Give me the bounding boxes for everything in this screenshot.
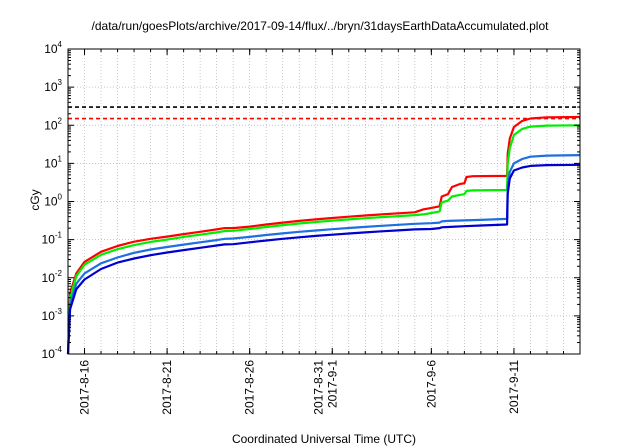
x-axis-ticks: 2017-8-16 2017-8-21 2017-8-26 2017-8-31 2017… xyxy=(78,49,564,415)
x-tick-label: 2017-8-16 xyxy=(78,360,92,415)
series-group xyxy=(66,115,581,355)
y-axis-label: cGy xyxy=(28,189,42,210)
y-tick-label: 10-1 xyxy=(42,231,63,247)
x-tick-label: 2017-8-31 xyxy=(311,360,325,415)
y-tick-label: 10-3 xyxy=(42,307,63,323)
y-tick-label: 102 xyxy=(44,116,62,132)
y-tick-label: 101 xyxy=(44,154,62,170)
x-tick-label: 2017-8-26 xyxy=(243,360,257,415)
x-axis-label: Coordinated Universal Time (UTC) xyxy=(232,432,416,446)
threshold-lines xyxy=(68,106,580,120)
x-tick-label: 2017-8-21 xyxy=(160,360,174,415)
y-axis-ticks: 10-4 10-3 10-2 10-1 100 101 102 103 104 xyxy=(42,40,580,361)
series-line-4 xyxy=(66,163,581,355)
series-line-3 xyxy=(66,154,581,355)
x-tick-label: 2017-9-6 xyxy=(424,360,438,408)
grid xyxy=(68,49,580,354)
y-tick-label: 10-2 xyxy=(42,269,63,285)
y-tick-label: 103 xyxy=(44,78,62,94)
x-tick-label: 2017-9-1 xyxy=(325,360,339,408)
chart-title: /data/run/goesPlots/archive/2017-09-14/f… xyxy=(92,19,550,33)
x-tick-label: 2017-9-11 xyxy=(507,360,521,414)
y-tick-label: 104 xyxy=(44,40,62,56)
y-tick-label: 100 xyxy=(44,193,62,209)
y-tick-label: 10-4 xyxy=(42,345,63,361)
